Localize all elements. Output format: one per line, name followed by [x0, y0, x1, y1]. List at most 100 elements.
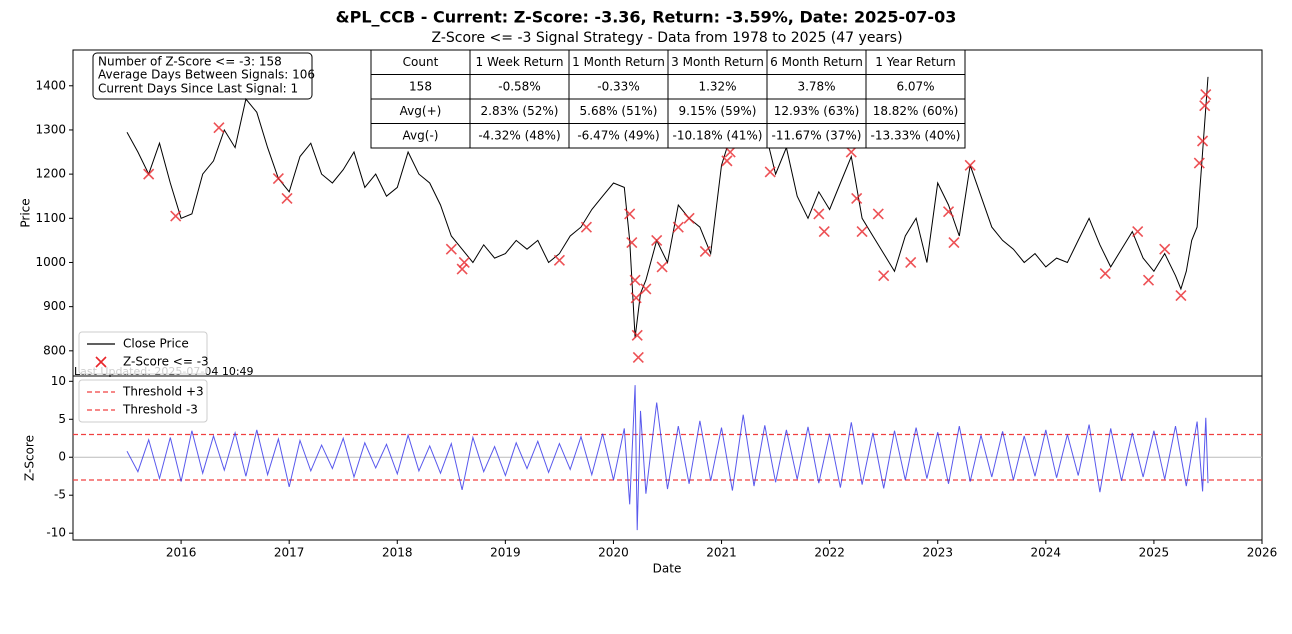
info-line: Current Days Since Last Signal: 1	[98, 82, 298, 96]
signal-marker	[672, 221, 684, 233]
signal-marker	[170, 210, 182, 222]
signal-marker	[845, 146, 857, 158]
signal-marker	[1142, 274, 1155, 286]
signal-marker	[905, 256, 917, 269]
signal-marker	[724, 146, 736, 158]
signal-marker	[872, 208, 884, 220]
table-text: Count	[403, 55, 439, 69]
x-tick-label: 2019	[490, 546, 521, 560]
x-tick-label: 2022	[814, 546, 845, 560]
y-tick-label: 900	[43, 299, 66, 313]
signal-marker	[813, 208, 825, 220]
table-cell	[370, 123, 471, 149]
signal-marker	[143, 168, 155, 180]
signal-marker	[948, 237, 960, 249]
table-cell	[766, 74, 867, 100]
signal-marker	[213, 122, 225, 134]
table-cell	[865, 49, 966, 75]
table-text: 9.15% (59%)	[679, 104, 757, 118]
signal-marker	[1099, 267, 1111, 280]
table-text: -10.18% (41%)	[673, 128, 763, 142]
x-tick-label: 2018	[382, 546, 413, 560]
signal-marker	[632, 351, 644, 364]
y-tick-label: 1200	[35, 167, 66, 181]
signal-marker	[630, 292, 642, 304]
table-text: -0.58%	[498, 79, 540, 93]
signal-marker	[272, 172, 284, 185]
table-text: 5.68% (51%)	[580, 104, 658, 118]
legend-label: Threshold -3	[122, 403, 198, 417]
table-text: -6.47% (49%)	[577, 128, 659, 142]
signal-marker	[580, 221, 592, 233]
table-text: 1 Year Return	[875, 55, 956, 69]
table-text: 18.82% (60%)	[873, 104, 959, 118]
x-axis-label: Date	[653, 562, 682, 576]
legend-marker	[95, 356, 107, 368]
table-text: Avg(+)	[400, 104, 442, 118]
signal-marker	[656, 261, 668, 273]
legend-box	[78, 379, 208, 423]
signal-marker	[458, 256, 470, 269]
signal-marker	[699, 245, 711, 257]
table-text: 3.78%	[797, 79, 835, 93]
signal-marker	[445, 243, 457, 255]
legend-label: Close Price	[123, 337, 189, 351]
y-tick-label: -10	[46, 526, 66, 540]
x-tick-label: 2016	[166, 546, 197, 560]
signal-marker	[281, 192, 293, 204]
signal-marker	[553, 254, 565, 266]
y-tick-label: 1300	[35, 122, 66, 136]
series-line	[126, 385, 1209, 531]
table-cell	[865, 98, 966, 124]
x-tick-label: 2017	[274, 546, 305, 560]
table-text: 3 Month Return	[671, 55, 764, 69]
chart-title: &PL_CCB - Current: Z-Score: -3.36, Retur…	[336, 8, 957, 27]
signal-marker	[683, 212, 695, 224]
table-cell	[370, 49, 471, 75]
x-tick-label: 2026	[1247, 546, 1278, 560]
table-text: 1 Week Return	[476, 55, 564, 69]
signal-marker	[818, 225, 830, 238]
signal-marker	[1175, 290, 1187, 302]
signal-marker	[456, 263, 468, 275]
table-text: Avg(-)	[403, 128, 439, 142]
table-text: 6 Month Return	[770, 55, 863, 69]
signal-marker	[856, 225, 868, 238]
table-text: 1 Month Return	[572, 55, 665, 69]
x-tick-label: 2021	[706, 546, 737, 560]
y-tick-label: 1400	[35, 78, 66, 92]
signal-marker	[624, 208, 636, 220]
table-text: 1.32%	[698, 79, 736, 93]
y-tick-label: 0	[58, 450, 66, 464]
table-cell	[370, 98, 471, 124]
signal-marker	[878, 270, 890, 282]
table-cell	[568, 98, 669, 124]
y-tick-label: 1000	[35, 255, 66, 269]
table-text: -4.32% (48%)	[478, 128, 560, 142]
table-cell	[667, 74, 768, 100]
info-box	[92, 52, 313, 100]
table-text: 12.93% (63%)	[774, 104, 860, 118]
series-line	[126, 76, 1209, 338]
signal-marker	[640, 283, 652, 295]
info-line: Average Days Between Signals: 106	[98, 68, 315, 82]
table-cell	[766, 49, 867, 75]
x-tick-label: 2025	[1139, 546, 1170, 560]
signal-marker	[1132, 225, 1144, 238]
legend-label: Z-Score <= -3	[123, 355, 209, 369]
table-text: 6.07%	[896, 79, 934, 93]
signal-marker	[964, 159, 976, 171]
table-cell	[766, 98, 867, 124]
y-tick-label: -5	[54, 488, 66, 502]
legend-label: Threshold +3	[122, 385, 204, 399]
table-cell	[469, 98, 570, 124]
table-cell	[667, 49, 768, 75]
signal-marker	[629, 274, 641, 286]
x-tick-label: 2024	[1031, 546, 1062, 560]
signal-marker	[1199, 100, 1211, 112]
table-cell	[469, 123, 570, 149]
table-text: -0.33%	[597, 79, 639, 93]
signal-marker	[1196, 135, 1209, 147]
table-cell	[865, 74, 966, 100]
